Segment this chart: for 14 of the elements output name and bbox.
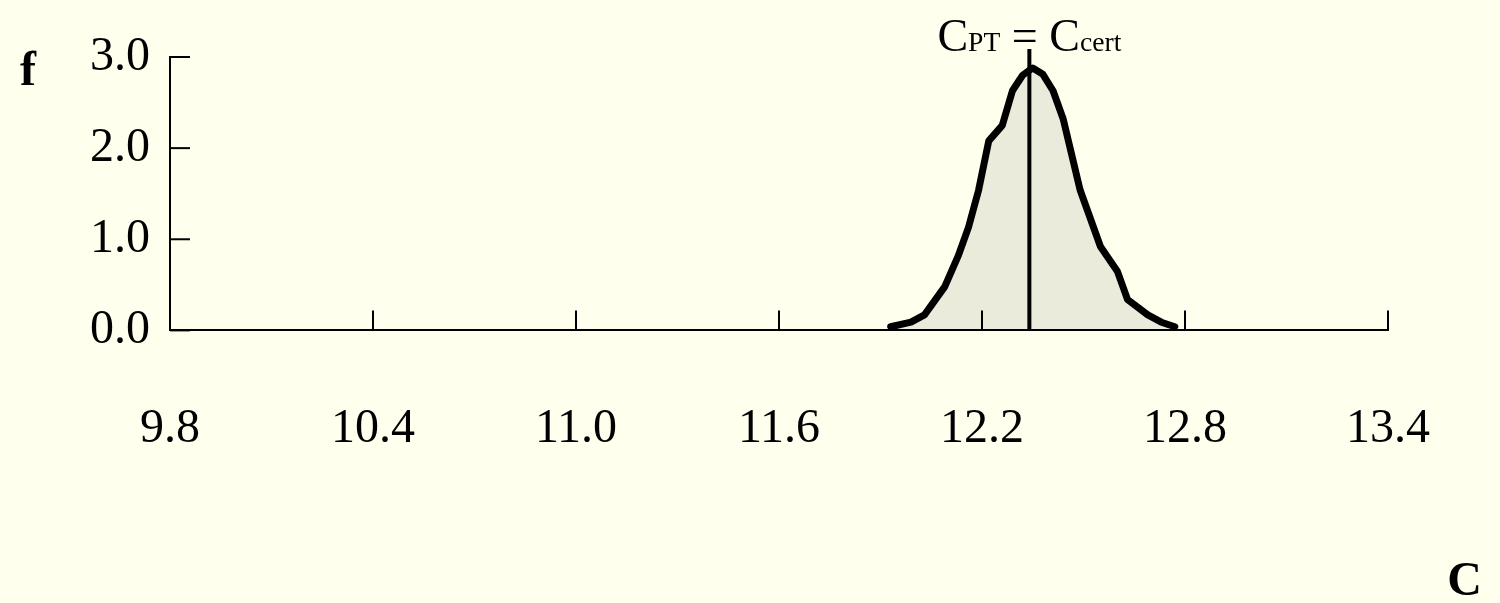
x-tick-label: 11.6 [737,398,821,452]
y-tick-label: 3.0 [90,26,150,80]
x-axis-title: C [1447,552,1482,603]
y-tick-label: 1.0 [90,208,150,262]
x-tick-label: 12.2 [940,398,1024,452]
x-tick-label: 13.4 [1346,398,1430,452]
x-tick-label: 12.8 [1143,398,1227,452]
y-tick-label: 0.0 [90,300,150,354]
x-tick-label: 11.0 [534,398,618,452]
x-tick-label: 9.8 [140,398,200,452]
y-tick-label: 2.0 [90,117,150,171]
y-axis-title: f [20,42,37,95]
ref-line-label: CPT = Ccert [937,10,1122,61]
x-tick-label: 10.4 [331,398,415,452]
